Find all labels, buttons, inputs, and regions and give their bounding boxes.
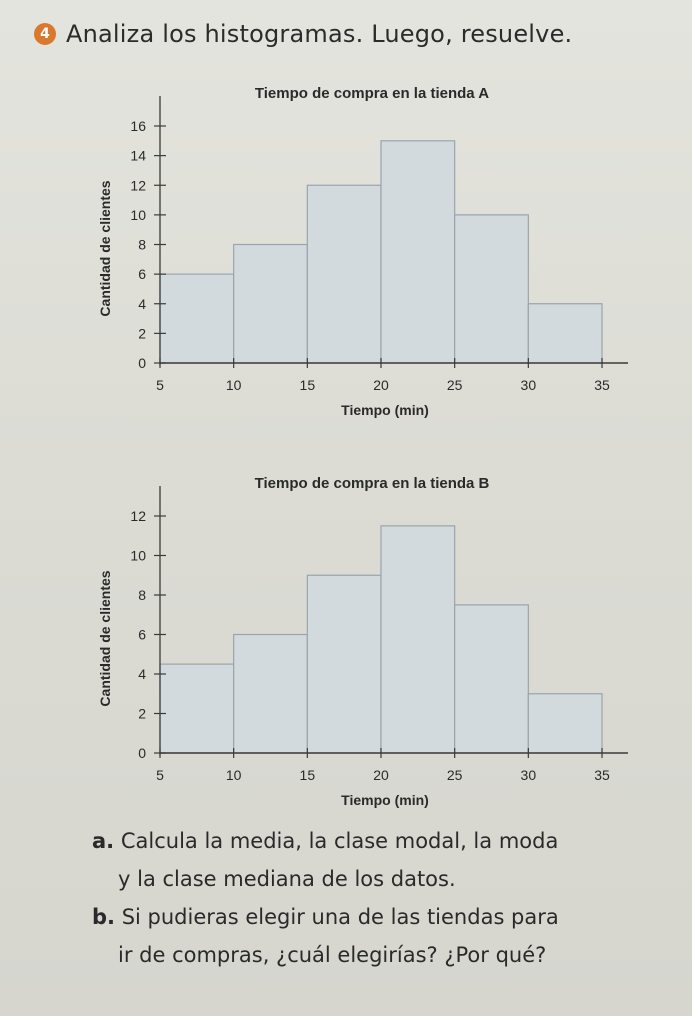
question-b-text-1: Si pudieras elegir una de las tiendas pa… (121, 905, 559, 929)
chart-b-y-tick-label: 0 (138, 745, 146, 761)
chart-a-y-tick-label: 8 (138, 237, 146, 253)
chart-a-bar (159, 273, 235, 364)
chart-a-y-tick-label: 4 (138, 296, 146, 312)
chart-a-x-tick-label: 25 (447, 377, 463, 393)
chart-a-y-tick-label: 6 (138, 266, 146, 282)
chart-a-bar (306, 184, 382, 364)
chart-a-y-axis-label: Cantidad de clientes (97, 180, 113, 316)
chart-b-y-tick-label: 2 (138, 706, 146, 722)
chart-a-bar (454, 214, 529, 364)
exercise-header: 4 Analiza los histogramas. Luego, resuel… (34, 20, 674, 48)
chart-b-y-axis-label: Cantidad de clientes (97, 570, 113, 706)
chart-b-y-tick-label: 8 (138, 587, 146, 603)
chart-a-x-axis-label: Tiempo (min) (341, 402, 429, 418)
histogram-tienda-b-svg: Tiempo de compra en la tienda B 0 2 4 6 8 10 12… (97, 475, 628, 808)
exercise-instruction: Analiza los histogramas. Luego, resuelve… (66, 20, 573, 48)
chart-b-x-tick-label: 30 (521, 767, 537, 783)
chart-b-y-tick-label: 6 (138, 627, 146, 643)
chart-a-y-tick-label: 12 (130, 177, 146, 193)
chart-b-x-tick-label: 10 (226, 767, 242, 783)
question-a-line-1: a. Calcula la media, la clase modal, la … (92, 822, 672, 860)
question-a-letter: a. (92, 829, 115, 853)
exercise-number-badge: 4 (34, 23, 56, 45)
histogram-tienda-a: Tiempo de compra en la tienda A 0 2 4 6 8 10 12… (0, 76, 692, 426)
chart-b-y-tick-label: 12 (130, 508, 146, 524)
chart-b-title: Tiempo de compra en la tienda B (255, 475, 490, 492)
chart-a-y-tick-label: 0 (138, 355, 146, 371)
chart-b-bar (233, 633, 308, 754)
chart-a-x-tick-label: 30 (521, 377, 537, 393)
chart-b-x-tick-label: 35 (594, 767, 610, 783)
chart-b-bar (380, 525, 456, 754)
chart-b-x-tick-label: 20 (373, 767, 389, 783)
histogram-tienda-b: Tiempo de compra en la tienda B 0 2 4 6 8 10 12… (0, 466, 692, 816)
chart-a-title: Tiempo de compra en la tienda A (255, 85, 489, 102)
chart-a-y-tick-label: 10 (130, 207, 146, 223)
chart-b-bar (527, 693, 603, 754)
question-b-letter: b. (92, 905, 116, 929)
chart-b-y-tick-label: 10 (130, 548, 146, 564)
chart-b-x-axis-label: Tiempo (min) (341, 792, 429, 808)
chart-a-bar (527, 303, 603, 364)
chart-b-x-tick-label: 15 (300, 767, 316, 783)
chart-b-x-tick-label: 25 (447, 767, 463, 783)
chart-a-x-tick-label: 20 (373, 377, 389, 393)
histogram-tienda-a-svg: Tiempo de compra en la tienda A 0 2 4 6 8 10 12… (97, 85, 628, 418)
question-b-line-2: ir de compras, ¿cuál elegirías? ¿Por qué… (118, 943, 547, 967)
question-b-line-1: b. Si pudieras elegir una de las tiendas… (92, 898, 672, 936)
chart-a-bar (380, 140, 456, 364)
chart-b-bar (159, 663, 235, 754)
chart-b-bar (306, 574, 382, 754)
chart-a-x-tick-label: 35 (594, 377, 610, 393)
chart-a-x-tick-label: 5 (156, 377, 164, 393)
chart-a-y-tick-label: 16 (130, 118, 146, 134)
chart-a-y-tick-label: 2 (138, 325, 146, 341)
chart-a-y-tick-label: 14 (130, 148, 146, 164)
chart-b-x-tick-label: 5 (156, 767, 164, 783)
question-a-line-2: y la clase mediana de los datos. (118, 867, 456, 891)
chart-a-bar (233, 243, 308, 364)
chart-b-bar (454, 604, 529, 754)
chart-a-x-tick-label: 15 (300, 377, 316, 393)
question-a-text-1: Calcula la media, la clase modal, la mod… (120, 829, 559, 853)
chart-b-y-tick-label: 4 (138, 666, 146, 682)
questions-block: a. Calcula la media, la clase modal, la … (92, 822, 672, 974)
chart-a-x-tick-label: 10 (226, 377, 242, 393)
